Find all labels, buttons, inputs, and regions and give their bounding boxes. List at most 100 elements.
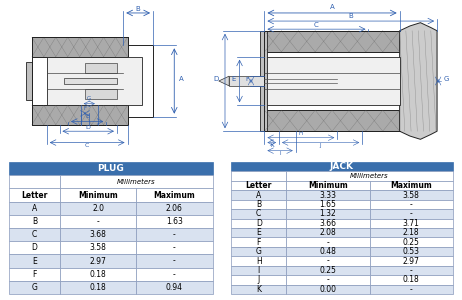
Bar [286,171,453,181]
Text: -: - [97,217,99,226]
Text: 0.25: 0.25 [403,238,419,247]
Text: 0.18: 0.18 [90,283,107,292]
Text: -: - [173,256,176,266]
Text: B: B [256,200,261,209]
Text: 2.06: 2.06 [166,204,183,213]
Bar [370,237,453,247]
Text: Maximum: Maximum [390,181,432,190]
Bar [370,266,453,275]
Text: Letter: Letter [245,181,272,190]
Text: -: - [173,230,176,239]
Bar [231,228,286,237]
Text: 0.00: 0.00 [320,285,336,294]
Bar [231,275,286,285]
Bar [286,266,370,275]
Bar [60,281,136,294]
Bar [9,215,60,228]
Text: 1.63: 1.63 [166,217,183,226]
Text: E: E [85,114,89,119]
Text: B: B [32,217,37,226]
Text: D: D [213,76,219,82]
Bar [32,105,128,125]
Bar [286,275,370,285]
Bar [136,241,213,254]
Bar [286,228,370,237]
Text: 0.48: 0.48 [320,247,336,256]
Bar [136,202,213,215]
Text: 0.18: 0.18 [403,275,419,284]
Bar [264,110,400,131]
Text: G: G [444,76,449,82]
Text: 2.18: 2.18 [403,228,419,237]
Bar [9,228,60,241]
Text: B: B [136,5,140,11]
Text: -: - [327,238,329,247]
Text: -: - [173,243,176,252]
Bar [60,175,213,188]
Text: C: C [314,22,319,28]
Bar [231,209,286,219]
Text: 2.08: 2.08 [320,228,336,237]
Text: I: I [258,266,260,275]
Bar [370,200,453,209]
Bar [370,275,453,285]
Text: G: G [87,96,91,101]
Text: D: D [32,243,37,252]
Text: PLUG: PLUG [97,164,124,173]
Text: G: G [32,283,37,292]
Bar [9,162,213,175]
Bar [85,89,117,99]
Text: J: J [320,142,322,148]
Bar [25,61,32,100]
Bar [286,190,370,200]
Bar [231,171,286,181]
Bar [136,228,213,241]
Text: 2.0: 2.0 [92,204,104,213]
Bar [370,247,453,256]
Bar [231,181,286,190]
Text: Maximum: Maximum [153,190,195,200]
Text: Millimeters: Millimeters [350,173,389,179]
Bar [370,219,453,228]
Text: -: - [410,285,413,294]
Text: 0.94: 0.94 [166,283,183,292]
Bar [370,256,453,266]
Bar [32,37,128,57]
Text: 3.68: 3.68 [90,230,107,239]
Text: I: I [279,151,281,156]
Bar [60,254,136,268]
Text: Letter: Letter [21,190,48,200]
Text: F: F [84,106,86,111]
Bar [136,268,213,281]
Text: A: A [32,204,37,213]
Text: K: K [256,285,261,294]
Bar [231,247,286,256]
Bar [60,188,136,202]
Text: 0.18: 0.18 [90,270,107,279]
Bar [286,285,370,294]
Bar [370,285,453,294]
Bar [60,228,136,241]
Text: 3.58: 3.58 [403,190,419,200]
Bar [60,215,136,228]
Bar [286,247,370,256]
Polygon shape [400,23,437,139]
Bar [286,209,370,219]
Bar [286,219,370,228]
Bar [9,268,60,281]
Bar [9,175,60,188]
Bar [9,281,60,294]
Text: E: E [32,256,37,266]
Text: Minimum: Minimum [78,190,118,200]
Polygon shape [219,76,229,86]
Text: -: - [410,200,413,209]
Bar [60,202,136,215]
Bar [136,254,213,268]
Text: G: G [256,247,261,256]
Bar [264,57,400,105]
Text: B: B [348,13,353,19]
Text: E: E [231,76,236,82]
Text: A: A [178,76,183,82]
Text: 1.32: 1.32 [320,209,336,218]
Text: Millimeters: Millimeters [117,179,156,185]
